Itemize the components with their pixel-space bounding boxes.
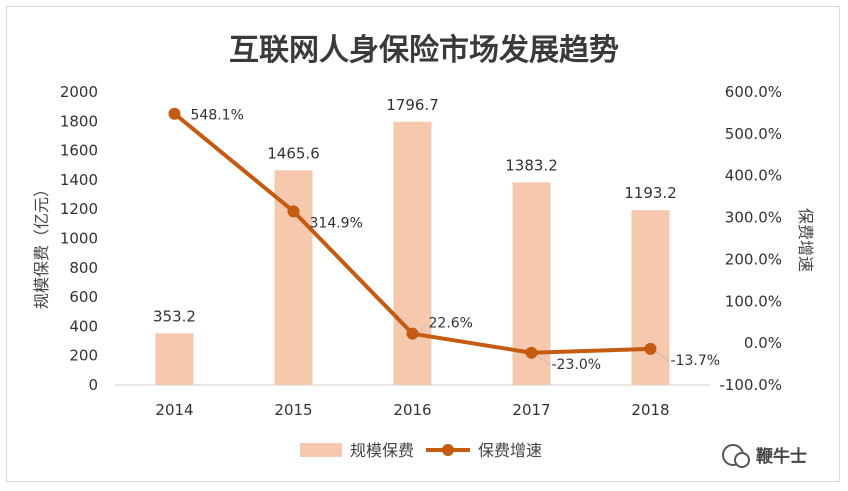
right-axis-title: 保费增速: [796, 208, 815, 272]
left-tick-label: 1400: [60, 171, 98, 189]
bar: [631, 210, 670, 385]
line-point: [406, 327, 419, 340]
right-tick-label: 0.0%: [744, 334, 782, 352]
left-tick-label: 1800: [60, 112, 98, 130]
bar-value-label: 1193.2: [624, 184, 677, 202]
right-axis-ticks: -100.0% 0.0% 100.0% 200.0% 300.0% 400.0% 500.0…: [719, 83, 782, 394]
line-series: [168, 107, 657, 359]
bar-labels: 353.2 1465.6 1796.7 1383.2 1193.2: [153, 96, 677, 325]
right-tick-label: 400.0%: [725, 167, 782, 185]
legend-swatch-bar: [300, 443, 342, 457]
legend: 规模保费 保费增速: [300, 441, 542, 460]
watermark: 鞭牛士: [722, 444, 807, 468]
left-tick-label: 1600: [60, 142, 98, 160]
left-tick-label: 1200: [60, 200, 98, 218]
legend-label-line: 保费增速: [478, 441, 542, 460]
bar-value-label: 1465.6: [267, 144, 320, 162]
right-tick-label: 500.0%: [725, 125, 782, 143]
left-tick-label: 1000: [60, 230, 98, 248]
line-point: [287, 205, 300, 218]
leader-line: [535, 354, 550, 366]
legend-marker-line: [442, 444, 454, 456]
wechat-icon-bubble: [734, 452, 750, 468]
left-tick-label: 200: [69, 347, 98, 365]
line-labels: 548.1% 314.9% 22.6% -23.0% -13.7%: [191, 108, 721, 373]
line-point: [168, 107, 181, 120]
leader-line: [654, 350, 669, 362]
bar: [155, 333, 194, 385]
x-axis-ticks: 2014 2015 2016 2017 2018: [155, 401, 669, 419]
left-tick-label: 400: [69, 317, 98, 335]
line-point: [525, 346, 538, 359]
legend-label-bar: 规模保费: [350, 441, 414, 460]
line-value-label: -13.7%: [671, 353, 721, 369]
bar-value-label: 353.2: [153, 307, 196, 325]
line-value-label: -23.0%: [552, 357, 602, 373]
watermark-text: 鞭牛士: [756, 446, 807, 467]
bar-series: [155, 121, 670, 385]
right-tick-label: 600.0%: [725, 83, 782, 101]
line-value-label: 548.1%: [191, 108, 244, 124]
bar-value-label: 1796.7: [386, 96, 439, 114]
left-tick-label: 600: [69, 288, 98, 306]
right-tick-label: 200.0%: [725, 250, 782, 268]
left-tick-label: 2000: [60, 83, 98, 101]
left-axis-title: 规模保费（亿元）: [32, 181, 51, 309]
left-tick-label: 0: [88, 376, 98, 394]
x-tick-label: 2016: [393, 401, 431, 419]
bar: [393, 121, 432, 385]
x-tick-label: 2015: [274, 401, 312, 419]
bar-value-label: 1383.2: [505, 156, 558, 174]
line-point: [644, 342, 657, 355]
x-tick-label: 2017: [512, 401, 550, 419]
right-tick-label: 100.0%: [725, 292, 782, 310]
line-value-label: 22.6%: [429, 316, 473, 332]
line-value-label: 314.9%: [310, 215, 363, 231]
right-tick-label: 300.0%: [725, 209, 782, 227]
left-axis-ticks: 0 200 400 600 800 1000 1200 1400 1600 1800 2000: [60, 83, 98, 394]
right-tick-label: -100.0%: [719, 376, 782, 394]
left-tick-label: 800: [69, 259, 98, 277]
x-tick-label: 2018: [631, 401, 669, 419]
chart-title: 互联网人身保险市场发展趋势: [229, 33, 619, 68]
x-tick-label: 2014: [155, 401, 193, 419]
